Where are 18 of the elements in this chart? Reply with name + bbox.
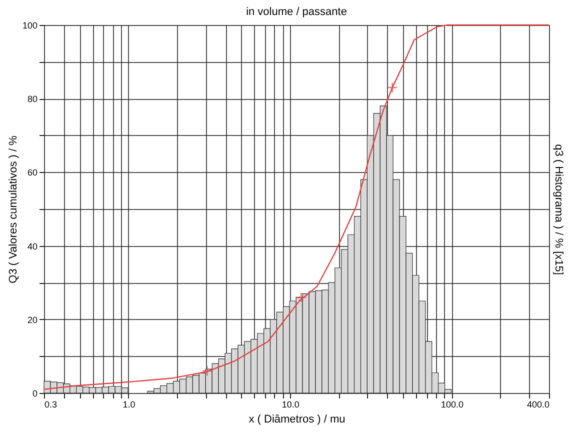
y-tick-label: 40: [27, 241, 38, 252]
x-tick-label: 1.0: [122, 400, 136, 410]
x-tick-label: 0.3: [44, 400, 58, 410]
point: [202, 366, 213, 376]
y-tick-label: 20: [27, 314, 38, 325]
y-tick-label: 100: [22, 20, 38, 30]
y-axis-title: Q3 ( Valores cumulativos ) / %: [7, 135, 20, 284]
y-tick-label: 0: [32, 388, 38, 398]
y-tick-label: 60: [27, 168, 38, 178]
chart-title: in volume / passante: [246, 6, 347, 18]
x-tick-label: 10.0: [282, 400, 300, 410]
point: [296, 292, 307, 303]
y-tick-label: 80: [27, 94, 38, 104]
x-axis-title: x ( Diâmetros ) / mu: [248, 414, 346, 426]
point: [386, 82, 398, 93]
x-tick-label: 400.0: [526, 400, 550, 410]
y2-axis-title: q3 ( Histograma ) / % [x15]: [552, 144, 564, 275]
x-tick-label: 100.0: [440, 400, 464, 410]
